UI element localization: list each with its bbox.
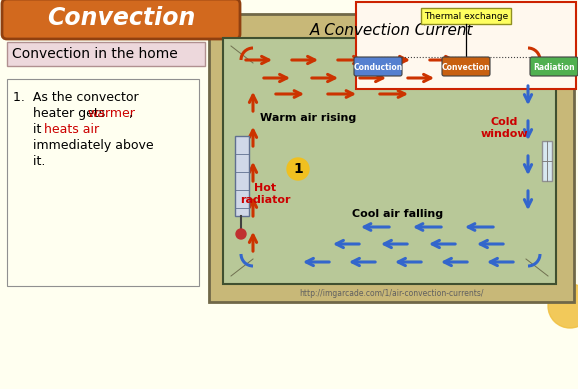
Text: Radiation: Radiation [533,63,575,72]
FancyBboxPatch shape [209,14,574,302]
FancyBboxPatch shape [421,8,511,24]
Text: Convection in the home: Convection in the home [12,47,178,61]
FancyBboxPatch shape [542,141,552,181]
FancyBboxPatch shape [442,57,490,76]
Text: Hot
radiator: Hot radiator [240,183,290,205]
Text: ,: , [129,107,133,120]
Text: http://imgarcade.com/1/air-convection-currents/: http://imgarcade.com/1/air-convection-cu… [299,289,484,298]
Text: 1.  As the convector: 1. As the convector [13,91,139,104]
Text: Warm air rising: Warm air rising [260,113,356,123]
Circle shape [287,158,309,180]
Text: Cold
window: Cold window [480,117,528,139]
FancyBboxPatch shape [356,2,576,89]
Text: heats air: heats air [44,123,99,136]
Text: immediately above: immediately above [13,139,154,152]
Circle shape [236,229,246,239]
Text: Cool air falling: Cool air falling [353,209,443,219]
FancyBboxPatch shape [223,38,556,284]
Text: 1: 1 [293,162,303,176]
Text: it.: it. [13,155,46,168]
Text: A Convection Current: A Convection Current [310,23,473,38]
Text: warmer: warmer [87,107,135,120]
FancyBboxPatch shape [7,42,205,66]
Text: it: it [13,123,46,136]
FancyBboxPatch shape [7,79,199,286]
FancyBboxPatch shape [354,57,402,76]
Text: Conduction: Conduction [353,63,403,72]
FancyBboxPatch shape [530,57,578,76]
FancyBboxPatch shape [2,0,240,39]
Text: heater gets: heater gets [13,107,109,120]
FancyBboxPatch shape [235,136,249,216]
Text: Convection: Convection [47,6,195,30]
Circle shape [548,284,578,328]
Text: Convection: Convection [442,63,490,72]
Text: Thermal exchange: Thermal exchange [424,12,508,21]
